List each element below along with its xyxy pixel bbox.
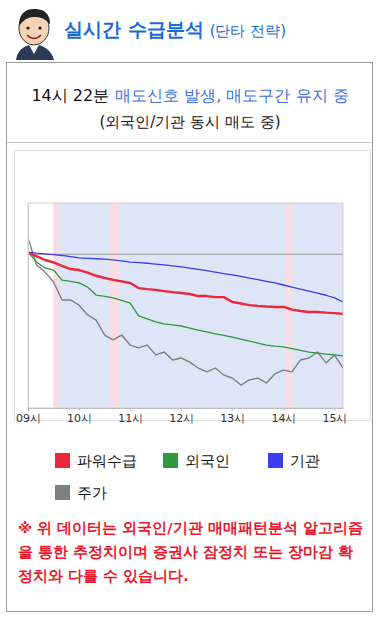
legend-label: 파워수급	[77, 452, 137, 470]
signal-time: 14시 22분	[31, 86, 109, 105]
x-tick-mark	[130, 408, 131, 411]
legend-swatch	[55, 453, 70, 468]
shaded-region	[54, 203, 59, 408]
series-line	[28, 253, 343, 314]
legend-item: 주가	[55, 484, 107, 502]
avatar	[16, 9, 54, 60]
legend-item: 기관	[268, 452, 320, 470]
legend-swatch	[163, 453, 178, 468]
x-tick-label: 10시	[67, 412, 92, 425]
legend-swatch	[268, 453, 283, 468]
x-tick: 11시	[118, 408, 143, 425]
avatar-body	[16, 44, 54, 60]
x-tick: 12시	[169, 408, 194, 425]
x-tick-label: 11시	[118, 412, 143, 425]
x-tick: 15시	[322, 408, 347, 425]
legend-label: 외국인	[185, 452, 230, 470]
legend-swatch	[55, 485, 70, 500]
card	[7, 63, 373, 612]
y-axis	[28, 204, 29, 409]
reference-line	[28, 254, 343, 255]
x-axis-line	[29, 408, 344, 409]
avatar-mouth	[27, 35, 41, 39]
x-tick-label: 15시	[322, 412, 347, 425]
avatar-collar	[29, 45, 39, 54]
x-tick-mark	[181, 408, 182, 411]
title: 실시간 수급분석	[64, 18, 204, 40]
x-tick-mark	[232, 408, 233, 411]
shaded-region	[286, 203, 292, 408]
disclaimer: ※ 위 데이터는 외국인/기관 매매패턴분석 알고리즘을 통한 추정치이며 증권…	[18, 516, 364, 588]
series-line	[28, 238, 343, 385]
y-axis-line	[28, 204, 29, 409]
legend-label: 주가	[77, 484, 107, 502]
x-tick-mark	[28, 408, 29, 411]
avatar-hair	[19, 9, 50, 26]
separator	[7, 142, 372, 143]
legend-label: 기관	[290, 452, 320, 470]
x-axis: 09시 10시 11시 12시 13시 14시 15시	[16, 408, 347, 425]
x-tick-mark	[79, 408, 80, 411]
x-tick: 09시	[16, 408, 41, 425]
legend: 파워수급 외국인 기관주가	[55, 452, 320, 502]
legend-item: 파워수급	[55, 452, 137, 470]
x-tick: 10시	[67, 408, 92, 425]
x-tick-label: 13시	[220, 412, 245, 425]
plot-frame	[28, 203, 343, 408]
x-tick-mark	[283, 408, 284, 411]
series-line	[28, 252, 343, 356]
subtitle: (단타 전략)	[210, 22, 286, 40]
shaded-region	[110, 203, 120, 408]
shaded-region	[54, 203, 343, 408]
signal-detail: (외국인/기관 동시 매도 중)	[99, 113, 280, 131]
x-tick-label: 14시	[271, 412, 296, 425]
header-title: 실시간 수급분석 (단타 전략)	[64, 18, 286, 40]
x-tick-label: 12시	[169, 412, 194, 425]
chart-panel	[15, 151, 371, 421]
x-tick: 13시	[220, 408, 245, 425]
signal-text: 매도신호 발생, 매도구간 유지 중	[115, 86, 348, 105]
plot-background	[28, 203, 343, 408]
avatar-eye	[26, 26, 29, 29]
legend-item: 외국인	[163, 452, 230, 470]
avatar-eye	[38, 26, 41, 29]
x-tick-mark	[334, 408, 335, 411]
x-tick-label: 09시	[16, 412, 41, 425]
signal-line: 14시 22분 매도신호 발생, 매도구간 유지 중	[31, 86, 348, 105]
x-tick: 14시	[271, 408, 296, 425]
plot-area	[28, 203, 343, 408]
